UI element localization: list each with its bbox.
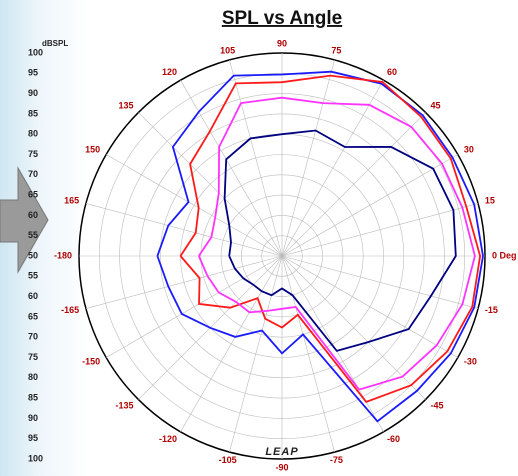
angle-tick-label: 45 (430, 100, 440, 110)
r-tick-label: 50 (28, 250, 38, 260)
grid-spoke (281, 255, 426, 400)
angle-tick-label: 90 (277, 38, 287, 48)
grid-spoke (106, 154, 283, 257)
angle-tick-label: -150 (82, 356, 100, 366)
grid-spoke (281, 112, 426, 257)
series-line (179, 74, 482, 403)
r-tick-label: 100 (28, 47, 43, 57)
angle-tick-label: -75 (330, 455, 343, 465)
r-tick-label: 80 (28, 372, 38, 382)
watermark: LEAP (265, 446, 298, 458)
angle-tick-label: -120 (159, 434, 177, 444)
angle-tick-label: -90 (275, 462, 288, 472)
angle-tick-label: 135 (118, 100, 133, 110)
r-tick-label: 90 (28, 413, 38, 423)
angle-tick-label: 105 (220, 46, 235, 56)
r-tick-label: 95 (28, 433, 38, 443)
r-tick-label: 55 (28, 271, 38, 281)
r-tick-label: 95 (28, 68, 38, 78)
r-tick-label: 65 (28, 311, 38, 321)
angle-tick-label: 0 Deg (492, 250, 517, 260)
angle-tick-label: 120 (162, 67, 177, 77)
r-tick-label: 85 (28, 392, 38, 402)
grid-spoke (281, 59, 335, 257)
grid-spoke (281, 255, 335, 453)
r-tick-label: 90 (28, 88, 38, 98)
grid-spoke (85, 255, 283, 309)
angle-tick-label: -180 (54, 250, 72, 260)
r-tick-label: 60 (28, 210, 38, 220)
grid-spoke (229, 255, 283, 453)
r-tick-label: 75 (28, 352, 38, 362)
angle-tick-label: 165 (64, 196, 79, 206)
angle-tick-label: 75 (331, 46, 341, 56)
r-tick-label: 100 (28, 453, 43, 463)
angle-tick-label: -60 (387, 434, 400, 444)
angle-tick-label: 60 (387, 67, 397, 77)
angle-tick-label: -30 (464, 356, 477, 366)
series-line (156, 70, 484, 423)
grid-spoke (180, 255, 283, 432)
grid-spoke (106, 255, 283, 358)
grid-spoke (281, 203, 479, 257)
angle-tick-label: -15 (485, 305, 498, 315)
series-line (223, 129, 457, 352)
angle-tick-label: 150 (85, 144, 100, 154)
angle-tick-label: -165 (61, 305, 79, 315)
grid-spoke (180, 80, 283, 257)
grid-spoke (281, 154, 458, 257)
grid-spoke (281, 80, 384, 257)
grid-spoke (85, 203, 283, 257)
r-tick-label: 55 (28, 230, 38, 240)
series-line (197, 96, 476, 391)
r-tick-label: 70 (28, 169, 38, 179)
r-axis-label: dBSPL (42, 39, 68, 48)
angle-tick-label: -45 (430, 400, 443, 410)
angle-tick-label: 30 (464, 144, 474, 154)
r-tick-label: 85 (28, 108, 38, 118)
series-layer (156, 70, 484, 423)
r-tick-label: 75 (28, 149, 38, 159)
grid-spoke (229, 59, 283, 257)
angle-tick-label: -135 (115, 400, 133, 410)
angle-tick-label: -105 (219, 455, 237, 465)
r-tick-label: 80 (28, 129, 38, 139)
grid-spoke (138, 112, 283, 257)
chart-title: SPL vs Angle (222, 8, 342, 29)
grid: 50 55 55 60 60 65 65 70 70 75 75 80 80 85 85 90 90 95 95 10… (28, 38, 517, 472)
grid-spoke (281, 255, 458, 358)
r-tick-label: 70 (28, 332, 38, 342)
r-tick-label: 60 (28, 291, 38, 301)
grid-spoke (281, 255, 479, 309)
r-tick-label: 65 (28, 189, 38, 199)
arrow-decoration (0, 166, 49, 274)
angle-tick-label: 15 (485, 196, 495, 206)
